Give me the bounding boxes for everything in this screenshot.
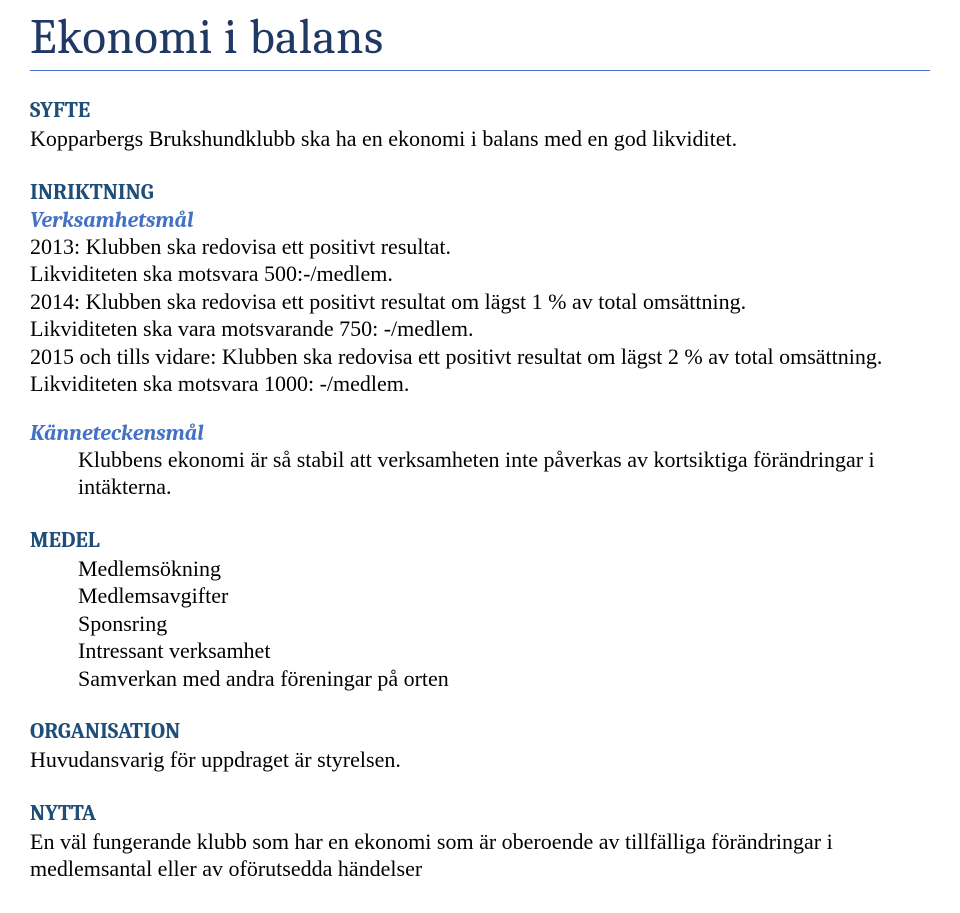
medel-item: Intressant verksamhet [78,637,930,665]
nytta-body: En väl fungerande klubb som har en ekono… [30,828,930,883]
medel-item: Medlemsökning [78,555,930,583]
medel-item: Sponsring [78,610,930,638]
medel-item: Medlemsavgifter [78,582,930,610]
section-heading-medel: MEDEL [30,527,930,553]
section-heading-nytta: NYTTA [30,800,930,826]
verksamhetsmal-line: 2014: Klubben ska redovisa ett positivt … [30,288,930,316]
medel-item: Samverkan med andra föreningar på orten [78,665,930,693]
syfte-body: Kopparbergs Brukshundklubb ska ha en eko… [30,125,930,153]
kanneteckensmal-body: Klubbens ekonomi är så stabil att verksa… [78,446,930,501]
verksamhetsmal-line: 2015 och tills vidare: Klubben ska redov… [30,343,930,398]
verksamhetsmal-line: Likviditeten ska motsvara 500:-/medlem. [30,260,930,288]
verksamhetsmal-line: 2013: Klubben ska redovisa ett positivt … [30,233,930,261]
section-heading-syfte: SYFTE [30,97,930,123]
section-heading-inriktning: INRIKTNING [30,179,930,205]
subheading-kanneteckensmal: Känneteckensmål [30,420,930,446]
verksamhetsmal-line: Likviditeten ska vara motsvarande 750: -… [30,315,930,343]
section-heading-organisation: ORGANISATION [30,718,930,744]
subheading-verksamhetsmal: Verksamhetsmål [30,207,930,233]
organisation-body: Huvudansvarig för uppdraget är styrelsen… [30,746,930,774]
page-title: Ekonomi i balans [30,10,930,71]
